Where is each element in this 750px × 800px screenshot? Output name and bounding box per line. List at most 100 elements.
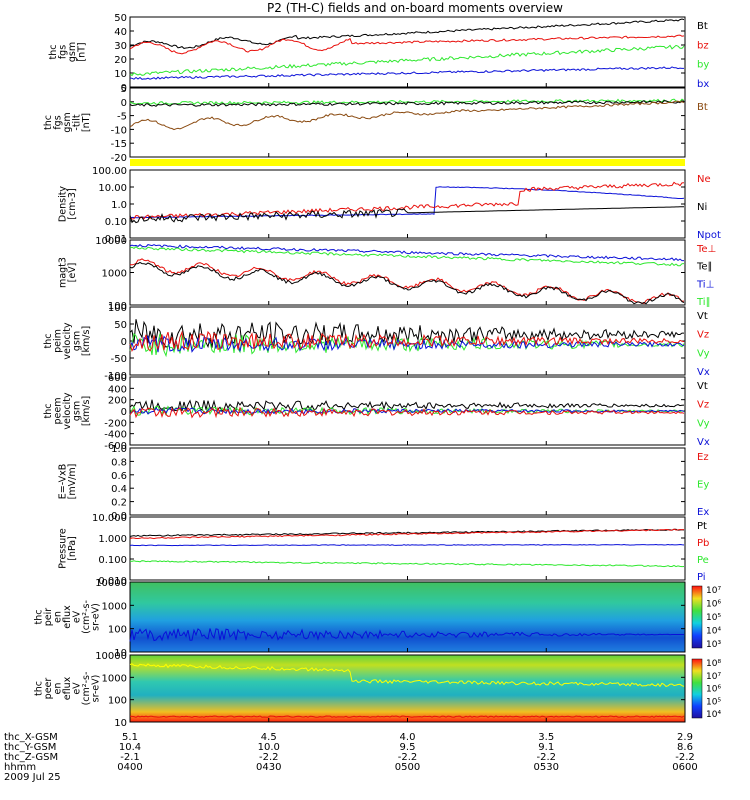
y-axis-label: peer: [43, 678, 54, 700]
y-tick-label: 400: [108, 384, 127, 395]
y-axis-label: velocity: [62, 392, 73, 430]
panel-pressure: 0.010 0.100 1.000 10.000 Pressure[nPa] Pt Pb Pe…: [57, 513, 709, 587]
colorbar-label: 10³: [706, 640, 721, 650]
series-line: [129, 206, 685, 224]
series-line: [129, 98, 685, 105]
panel-density: 0.01 0.10 1.0 10.00 100.00 Density[cm-3] Ne Ni N…: [57, 166, 721, 245]
y-tick-label: -100: [104, 371, 127, 382]
y-tick-label: 1000: [102, 601, 127, 612]
y-axis-label: [mV/m]: [67, 464, 78, 500]
y-axis-label: [nT]: [81, 113, 92, 132]
y-tick-label: -50: [111, 354, 127, 365]
y-tick-label: 100.00: [92, 166, 127, 177]
footer-row-label: thc_Z-GSM: [4, 752, 58, 763]
y-axis-label: [nPa]: [67, 536, 78, 561]
series-line: [129, 18, 685, 49]
legend-entry: Pb: [697, 538, 709, 549]
y-tick-label: 50: [114, 320, 127, 331]
y-axis-label: [cm-3]: [67, 188, 78, 219]
y-axis-label: eV: [72, 610, 83, 623]
y-tick-label: 100: [108, 301, 127, 312]
legend-entry: Npot: [697, 230, 721, 241]
series-line: [129, 100, 685, 131]
y-tick-label: 40: [114, 27, 127, 38]
footer-value: 10.0: [258, 742, 280, 753]
panel-temperature: 100 1000 10000 magt3[eV] Te⊥ Te∥ Ti⊥ Ti∥: [57, 236, 716, 312]
footer-value: 8.6: [677, 742, 693, 753]
footer-value: -2.2: [398, 752, 418, 763]
footer-value: 4.5: [261, 732, 277, 743]
y-axis-label: [km/s]: [81, 396, 92, 426]
y-axis-label: E=-VxB: [57, 464, 68, 499]
colorbar: [691, 658, 703, 719]
series-line: [129, 528, 685, 537]
y-axis-label: velocity: [62, 322, 73, 360]
legend-entry: Vy: [697, 348, 710, 359]
series-line: [129, 560, 685, 568]
y-axis-label: -tilt: [72, 114, 83, 130]
y-axis-label: peir: [43, 608, 54, 627]
footer-value: 0430: [256, 762, 281, 773]
panel-frame: [129, 87, 686, 158]
panel-peir-spec: 10³ 10⁴ 10⁵ 10⁶ 10⁷ 10 100 1000 10000 thcpeirenef…: [34, 578, 722, 659]
footer-value: -2.1: [120, 752, 140, 763]
y-tick-label: 1000: [102, 673, 127, 684]
series-line: [129, 543, 685, 547]
y-tick-label: 10.000: [92, 513, 127, 524]
y-tick-label: -200: [104, 418, 127, 429]
y-axis-label: peem: [53, 398, 64, 425]
y-tick-label: -5: [117, 112, 127, 123]
series-line: [129, 246, 685, 267]
y-tick-label: 0: [121, 337, 127, 348]
y-tick-label: 0: [121, 98, 127, 109]
legend-entry: Vz: [697, 400, 709, 411]
panels: 01020304050thcfgsgsm[nT]Btbzbybx-20-15-1…: [34, 13, 722, 729]
spectrogram: [130, 582, 685, 652]
series-line: [129, 100, 685, 107]
legend-entry: by: [697, 60, 709, 71]
colorbar-label: 10⁸: [706, 659, 721, 669]
legend-entry: Vt: [697, 381, 708, 392]
y-axis-label: thc: [34, 681, 45, 696]
y-axis-label: magt3: [57, 257, 68, 288]
y-axis-label: Pressure: [57, 528, 68, 569]
footer-value: 0400: [117, 762, 142, 773]
y-axis-label: gsm: [67, 42, 78, 62]
legend-entry: Ti⊥: [696, 279, 714, 290]
y-tick-label: 10: [114, 648, 127, 659]
y-axis-label: thc: [48, 45, 59, 60]
footer-row-label: thc_X-GSM: [4, 732, 58, 743]
legend-entry: Pi: [697, 572, 706, 583]
footer-value: 9.5: [400, 742, 416, 753]
y-tick-label: 100: [108, 303, 127, 314]
series-line: [129, 258, 684, 305]
y-axis-label: thc: [43, 334, 54, 349]
legend-entry: Vz: [697, 330, 709, 341]
y-axis-label: sr-eV): [91, 603, 102, 631]
y-tick-label: 0.6: [111, 471, 127, 482]
y-axis-label: fgs: [57, 45, 68, 59]
colorbar-label: 10⁴: [706, 710, 721, 720]
series-line: [129, 44, 685, 77]
y-axis-label: thc: [34, 610, 45, 625]
y-axis-label: eflux: [62, 605, 73, 629]
y-axis-label: sr-eV): [91, 675, 102, 703]
footer: thc_X-GSM 5.1 4.5 4.0 3.5 2.9 thc_Y-GSM 10.4 10.…: [4, 732, 698, 783]
plot-title: P2 (TH-C) fields and on-board moments ov…: [267, 1, 563, 15]
panel-frame: [129, 516, 686, 581]
colorbar-label: 10⁶: [706, 600, 721, 610]
series-line: [129, 330, 685, 352]
series-line: [129, 399, 685, 412]
legend-entry: Te⊥: [696, 244, 716, 255]
y-tick-label: 10.00: [98, 183, 127, 194]
legend-entry: Vx: [697, 437, 710, 448]
y-tick-label: 1.0: [111, 444, 127, 455]
y-axis-label: gsm: [72, 331, 83, 351]
footer-value: 0530: [534, 762, 559, 773]
separator-bar: [130, 159, 685, 166]
footer-value: 3.5: [538, 732, 554, 743]
